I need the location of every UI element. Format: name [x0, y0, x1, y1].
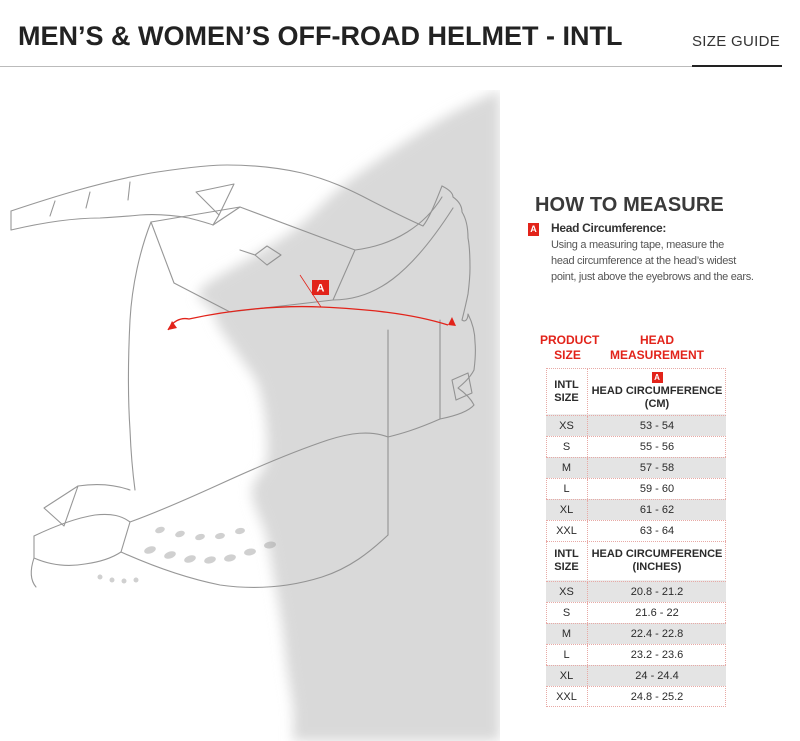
svg-text:A: A: [317, 283, 325, 295]
